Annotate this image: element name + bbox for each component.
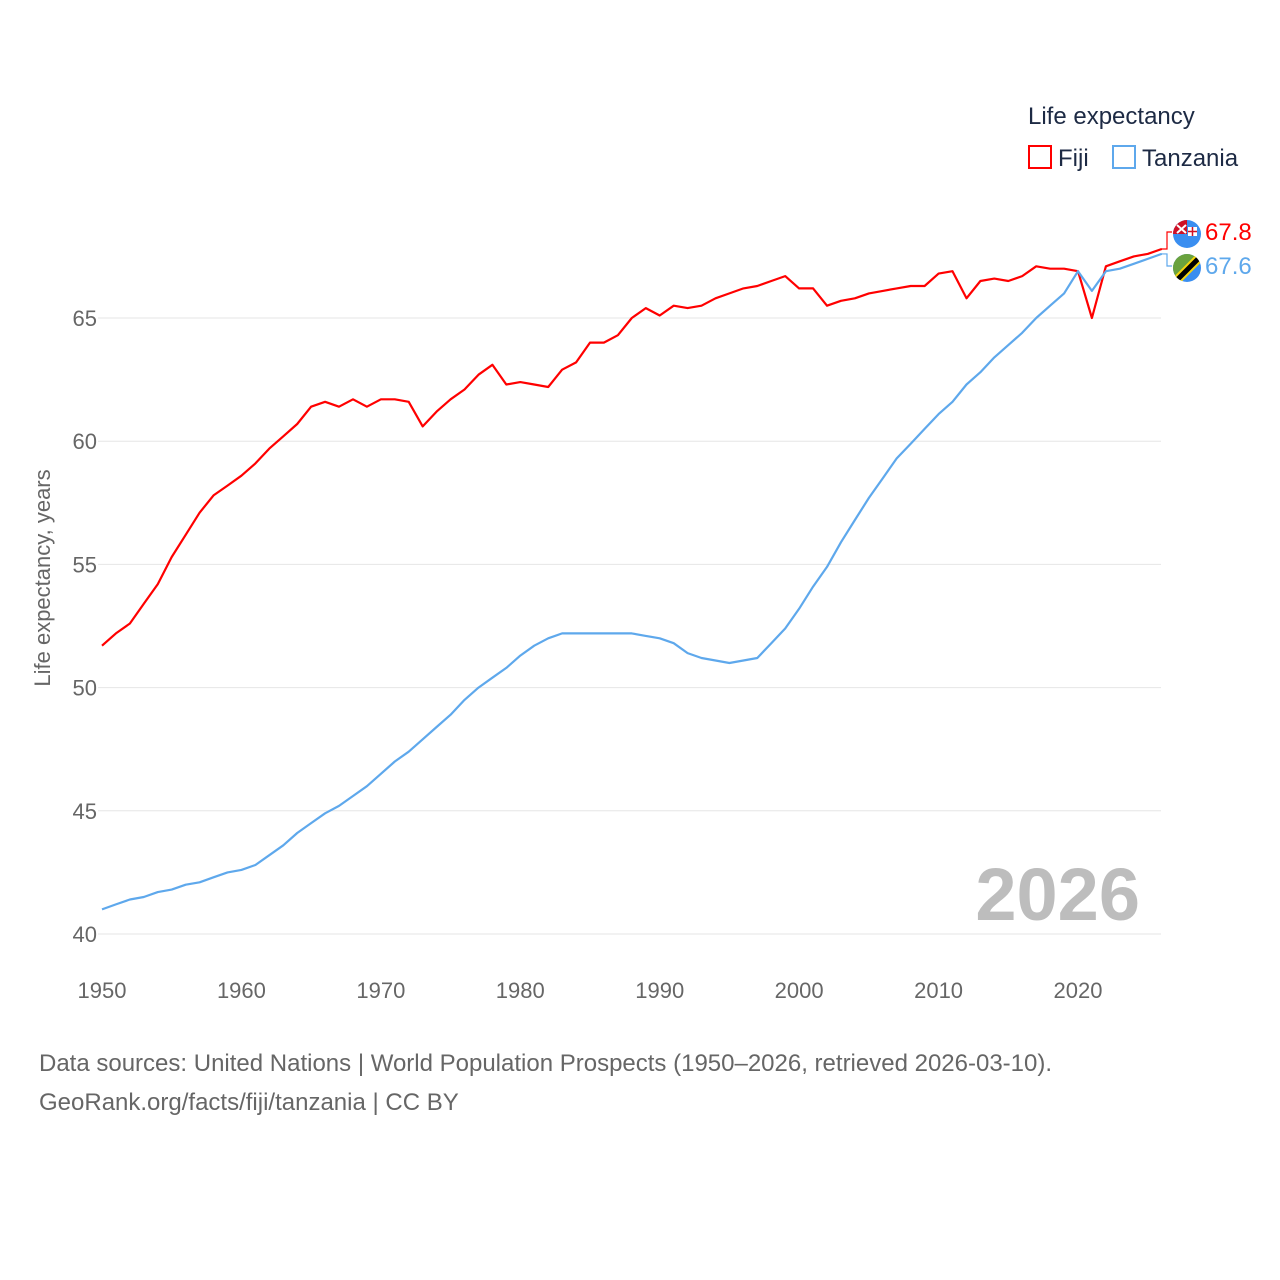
x-tick-label: 1960 <box>217 978 266 1003</box>
attribution-link[interactable]: GeoRank.org/facts/fiji/tanzania | CC BY <box>39 1089 459 1116</box>
series-line-tanzania[interactable] <box>101 252 1163 911</box>
end-label-connector <box>1161 253 1172 267</box>
y-axis-label: Life expectancy, years <box>30 469 55 686</box>
end-label-connector <box>1161 231 1172 250</box>
y-tick-label: 65 <box>73 306 97 331</box>
legend-label-fiji: Fiji <box>1058 145 1089 172</box>
legend-label-tanzania: Tanzania <box>1142 145 1239 172</box>
chart-footer: Data sources: United Nations | World Pop… <box>39 1044 1052 1122</box>
series-line-fiji[interactable] <box>101 247 1163 647</box>
tanzania-flag-icon <box>1173 254 1201 282</box>
y-tick-label: 40 <box>73 922 97 947</box>
legend-title: Life expectancy <box>1028 103 1195 130</box>
legend-item-fiji[interactable]: Fiji <box>1028 145 1089 172</box>
legend-item-tanzania[interactable]: Tanzania <box>1112 145 1239 172</box>
x-tick-label: 1970 <box>356 978 405 1003</box>
x-tick-label: 1980 <box>496 978 545 1003</box>
legend-swatch-fiji <box>1028 145 1052 169</box>
data-source-text: Data sources: United Nations | World Pop… <box>39 1050 1053 1077</box>
y-tick-label: 55 <box>73 552 97 577</box>
x-tick-label: 2020 <box>1054 978 1103 1003</box>
y-tick-label: 50 <box>73 676 97 701</box>
y-tick-label: 45 <box>73 799 97 824</box>
legend-swatch-tanzania <box>1112 145 1136 169</box>
x-tick-label: 2000 <box>775 978 824 1003</box>
end-value-label-tanzania: 67.6 <box>1205 253 1252 280</box>
year-watermark: 2026 <box>975 853 1140 936</box>
x-tick-label: 1990 <box>635 978 684 1003</box>
end-value-label-fiji: 67.8 <box>1205 219 1252 246</box>
fiji-flag-icon <box>1173 220 1201 248</box>
x-tick-label: 2010 <box>914 978 963 1003</box>
y-tick-label: 60 <box>73 429 97 454</box>
x-tick-label: 1950 <box>78 978 127 1003</box>
